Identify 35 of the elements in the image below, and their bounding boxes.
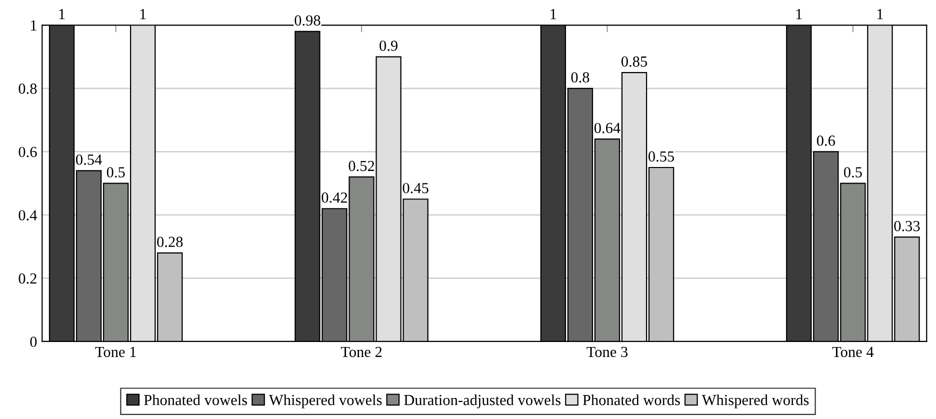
data-label: 1 — [796, 9, 802, 20]
legend-label: Phonated vowels — [144, 394, 248, 406]
legend-label: Whispered vowels — [268, 394, 382, 408]
data-label: 1 — [550, 9, 556, 20]
data-label: 0.64 — [594, 122, 620, 134]
data-label: 1 — [877, 9, 883, 20]
legend-label: Phonated words — [582, 394, 680, 406]
y-tick-label: 0.4 — [18, 210, 38, 220]
x-tick-label: Tone 1 — [95, 346, 136, 358]
legend-label: Duration-adjusted vowels — [404, 394, 560, 408]
y-tick-label: 0.2 — [18, 273, 36, 284]
data-label: 0.85 — [621, 56, 648, 67]
y-tick-label: 0.6 — [18, 146, 37, 158]
data-label: 0.8 — [571, 72, 590, 83]
data-label: 1 — [59, 9, 65, 20]
x-tick-label: Tone 4 — [832, 346, 874, 358]
data-label: 0.52 — [348, 160, 374, 172]
x-tick-label: Tone 3 — [586, 346, 628, 358]
data-label: 0.54 — [76, 154, 102, 165]
data-label: 0.5 — [106, 167, 125, 178]
data-label: 0.5 — [844, 167, 862, 178]
data-label: 0.45 — [402, 182, 428, 194]
y-tick-label: 0.8 — [18, 84, 37, 94]
data-label: 0.6 — [816, 135, 835, 146]
legend-label: Whispered words — [702, 394, 809, 408]
data-label: 0.55 — [648, 151, 674, 162]
y-tick-label: 1 — [30, 20, 36, 30]
data-label: 0.42 — [322, 192, 348, 203]
data-label: 0.98 — [294, 15, 320, 26]
data-label: 0.9 — [380, 40, 398, 51]
data-label: 0.28 — [157, 236, 183, 248]
data-label: 1 — [140, 9, 146, 20]
data-label: 0.33 — [894, 220, 920, 232]
y-tick-label: 0 — [30, 336, 37, 347]
x-tick-label: Tone 2 — [340, 346, 382, 358]
